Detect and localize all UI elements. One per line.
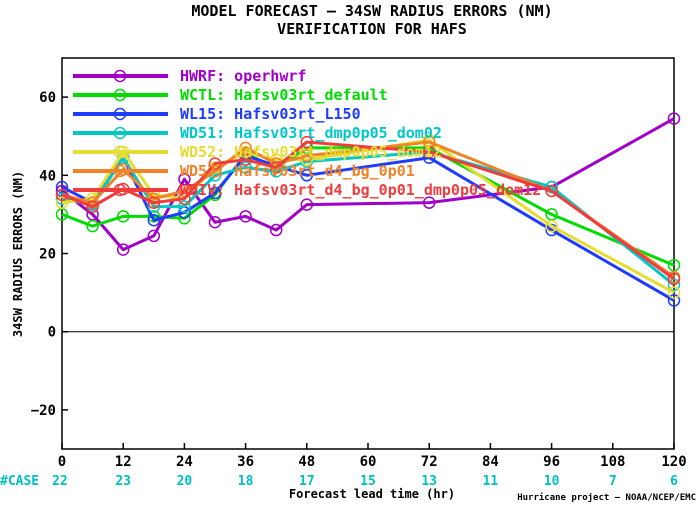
legend-marker	[113, 126, 127, 140]
data-point	[178, 200, 191, 213]
x-tick-label: 48	[298, 454, 315, 470]
data-point	[147, 210, 161, 223]
case-count: 17	[299, 474, 315, 489]
case-count: 6	[670, 474, 678, 489]
data-point	[300, 135, 314, 149]
data-point	[667, 286, 681, 299]
data-point	[269, 161, 283, 174]
case-count: 22	[52, 474, 68, 489]
legend-label: WDIV: Hafsv03rt_d4_bg_0p01_dmp0p05_dom12	[180, 181, 541, 199]
case-count: 10	[544, 474, 560, 489]
x-tick-label: 36	[237, 454, 254, 470]
case-count: 13	[421, 474, 437, 489]
plot-frame	[61, 57, 675, 450]
case-count: 20	[177, 474, 193, 489]
case-count: 23	[115, 474, 131, 489]
x-tick-label: 12	[115, 454, 132, 470]
legend-label: WL15: Hafsv03rt_L150	[180, 105, 361, 123]
legend-label: WD57: Hafsv03rt_d4_bg_0p01	[180, 162, 415, 180]
data-point	[116, 210, 130, 223]
data-point	[239, 153, 252, 166]
y-tick-label: 20	[39, 247, 56, 263]
data-point	[55, 196, 69, 209]
data-point	[667, 272, 681, 286]
legend-label: WD51: Hafsv03rt_dmp0p05_dom02	[180, 124, 442, 142]
case-count: 7	[609, 474, 617, 489]
x-tick-label: 108	[600, 454, 625, 470]
data-point	[300, 153, 314, 166]
series-line	[61, 140, 675, 279]
case-count: 11	[483, 474, 499, 489]
data-point	[422, 145, 436, 159]
data-point	[667, 294, 681, 307]
data-point	[55, 192, 69, 206]
data-point	[147, 196, 161, 209]
data-point	[86, 219, 99, 233]
data-point	[300, 198, 314, 211]
legend-label: HWRF: operhwrf	[180, 67, 306, 85]
data-point	[545, 184, 558, 198]
case-count: 18	[238, 474, 254, 489]
data-point	[178, 192, 191, 206]
legend-label: WD52: Hafsv03rt_dmp0p05_dom12	[180, 143, 442, 161]
credit-label: Hurricane project – NOAA/NCEP/EMC	[517, 492, 696, 503]
data-point	[667, 112, 681, 125]
data-point	[208, 186, 222, 200]
x-tick-label: 84	[482, 454, 499, 470]
data-point	[269, 223, 283, 237]
x-tick-label: 0	[58, 454, 66, 470]
legend-marker	[113, 88, 127, 102]
data-point	[208, 157, 222, 170]
legend-marker	[113, 107, 127, 121]
series-line	[61, 117, 675, 252]
legend-marker	[113, 145, 127, 159]
data-point	[422, 135, 436, 149]
data-point	[116, 243, 130, 256]
legend-label: WCTL: Hafsv03rt_default	[180, 86, 388, 104]
x-tick-label: 96	[543, 454, 560, 470]
data-point	[208, 215, 222, 229]
data-point	[300, 169, 314, 182]
legend-marker	[113, 69, 127, 83]
x-axis-label: Forecast lead time (hr)	[289, 487, 455, 501]
data-point	[239, 210, 252, 223]
y-axis-label: 34SW RADIUS ERRORS (NM)	[11, 171, 25, 337]
x-tick-label: 72	[421, 454, 438, 470]
data-point	[147, 229, 161, 243]
chart-subtitle: VERIFICATION FOR HAFS	[277, 20, 467, 38]
x-tick-label: 60	[360, 454, 377, 470]
data-point	[300, 149, 314, 162]
case-count: 15	[360, 474, 376, 489]
x-tick-label: 120	[661, 454, 686, 470]
x-tick-label: 24	[176, 454, 193, 470]
data-point	[86, 200, 99, 213]
data-point	[545, 219, 558, 233]
legend-marker	[113, 183, 127, 197]
data-point	[55, 188, 69, 202]
data-point	[422, 196, 436, 209]
case-label: #CASE	[0, 474, 39, 489]
y-tick-label: 40	[39, 168, 56, 184]
data-point	[667, 278, 681, 292]
y-tick-label: 60	[39, 90, 56, 106]
y-tick-label: −20	[31, 403, 56, 419]
y-tick-label: 0	[48, 325, 56, 341]
data-point	[147, 214, 161, 227]
chart-title: MODEL FORECAST – 34SW RADIUS ERRORS (NM)	[191, 2, 552, 20]
data-point	[239, 161, 252, 174]
legend-marker	[113, 164, 127, 178]
